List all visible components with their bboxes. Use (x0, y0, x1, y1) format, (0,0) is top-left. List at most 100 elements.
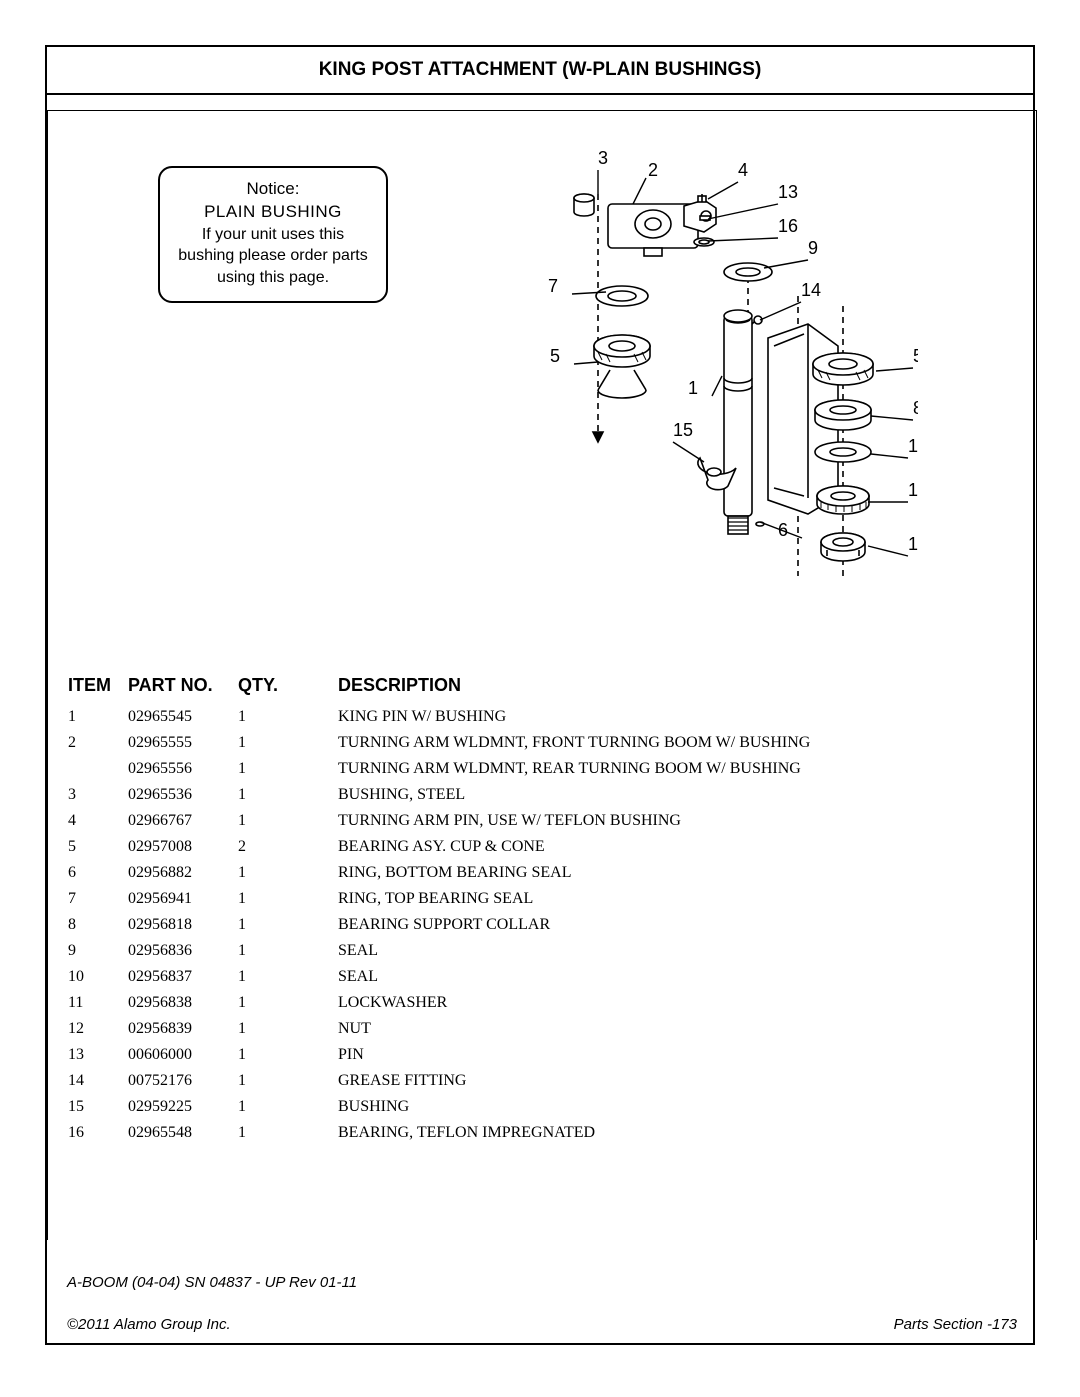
callout-label: 12 (908, 534, 918, 554)
table-cell (68, 756, 128, 782)
table-cell: 5 (68, 834, 128, 860)
table-row: 5029570082BEARING ASY. CUP & CONE (68, 834, 1008, 860)
table-cell: TURNING ARM WLDMNT, REAR TURNING BOOM W/… (338, 756, 1008, 782)
footer-copyright: ©2011 Alamo Group Inc. (67, 1316, 231, 1333)
callout-label: 15 (673, 420, 693, 440)
part-8-collar (815, 400, 871, 430)
table-cell: 6 (68, 860, 128, 886)
table-cell: 02957008 (128, 834, 238, 860)
part-16-bearing (694, 238, 714, 246)
table-row: 3029655361BUSHING, STEEL (68, 782, 1008, 808)
table-cell: 1 (238, 1042, 338, 1068)
notice-line1: Notice: (172, 178, 374, 201)
diagram-area: Notice: PLAIN BUSHING If your unit uses … (158, 166, 898, 636)
callout-label: 4 (738, 160, 748, 180)
footer-section: Parts Section -173 (894, 1316, 1017, 1333)
table-row: 7029569411RING, TOP BEARING SEAL (68, 886, 1008, 912)
callout-label: 13 (778, 182, 798, 202)
col-header-partno: PART NO. (128, 671, 238, 704)
page-frame: KING POST ATTACHMENT (W-PLAIN BUSHINGS) … (45, 45, 1035, 1345)
table-cell: 2 (68, 730, 128, 756)
table-cell: PIN (338, 1042, 1008, 1068)
notice-box: Notice: PLAIN BUSHING If your unit uses … (158, 166, 388, 303)
table-cell: 2 (238, 834, 338, 860)
callout-label: 5 (550, 346, 560, 366)
table-cell: 8 (68, 912, 128, 938)
table-cell: 02956941 (128, 886, 238, 912)
table-cell: 02965555 (128, 730, 238, 756)
table-cell: 4 (68, 808, 128, 834)
table-cell: 3 (68, 782, 128, 808)
part-7-ring (596, 286, 648, 306)
part-5-bearing-left (594, 335, 650, 367)
callout-label: 3 (598, 148, 608, 168)
table-cell: RING, BOTTOM BEARING SEAL (338, 860, 1008, 886)
table-cell: 1 (238, 860, 338, 886)
callout-label: 1 (688, 378, 698, 398)
table-cell: RING, TOP BEARING SEAL (338, 886, 1008, 912)
table-cell: 9 (68, 938, 128, 964)
table-cell: 02956839 (128, 1016, 238, 1042)
table-cell: TURNING ARM WLDMNT, FRONT TURNING BOOM W… (338, 730, 1008, 756)
table-cell: KING PIN W/ BUSHING (338, 704, 1008, 730)
table-cell: BUSHING, STEEL (338, 782, 1008, 808)
footer-bottom: ©2011 Alamo Group Inc. Parts Section -17… (67, 1316, 1017, 1333)
table-cell: 02956837 (128, 964, 238, 990)
notice-body: If your unit uses this bushing please or… (172, 224, 374, 289)
table-cell: 1 (238, 782, 338, 808)
callout-label: 5 (913, 346, 918, 366)
callout-label: 6 (778, 520, 788, 540)
table-row: 12029568391NUT (68, 1016, 1008, 1042)
table-cell: 1 (238, 990, 338, 1016)
col-header-item: ITEM (68, 671, 128, 704)
col-header-qty: QTY. (238, 671, 338, 704)
table-cell: 14 (68, 1068, 128, 1094)
table-cell: 00606000 (128, 1042, 238, 1068)
table-row: 2029655551TURNING ARM WLDMNT, FRONT TURN… (68, 730, 1008, 756)
table-cell: TURNING ARM PIN, USE W/ TEFLON BUSHING (338, 808, 1008, 834)
table-cell: 13 (68, 1042, 128, 1068)
table-row: 10029568371SEAL (68, 964, 1008, 990)
table-cell: 12 (68, 1016, 128, 1042)
table-cell: 7 (68, 886, 128, 912)
table-cell: 1 (238, 1094, 338, 1120)
table-cell: BEARING ASY. CUP & CONE (338, 834, 1008, 860)
table-row: 16029655481BEARING, TEFLON IMPREGNATED (68, 1120, 1008, 1146)
col-header-desc: DESCRIPTION (338, 671, 1008, 704)
table-cell: 1 (238, 756, 338, 782)
part-10-seal (815, 442, 871, 462)
part-9-seal (724, 263, 772, 281)
table-cell: 1 (238, 808, 338, 834)
table-cell: 02965556 (128, 756, 238, 782)
table-cell: LOCKWASHER (338, 990, 1008, 1016)
table-cell: 02965545 (128, 704, 238, 730)
table-cell: 1 (238, 964, 338, 990)
table-row: 14007521761GREASE FITTING (68, 1068, 1008, 1094)
callout-label: 14 (801, 280, 821, 300)
table-row: 9029568361SEAL (68, 938, 1008, 964)
inner-frame: Notice: PLAIN BUSHING If your unit uses … (47, 110, 1037, 1240)
table-cell: 1 (238, 704, 338, 730)
table-row: 15029592251BUSHING (68, 1094, 1008, 1120)
table-cell: SEAL (338, 938, 1008, 964)
table-cell: 1 (238, 938, 338, 964)
table-cell: 1 (238, 912, 338, 938)
part-3-bushing (574, 194, 594, 216)
table-cell: 02966767 (128, 808, 238, 834)
table-cell: 02965536 (128, 782, 238, 808)
callout-label: 7 (548, 276, 558, 296)
part-11-lockwasher (817, 486, 869, 514)
table-cell: 1 (238, 1016, 338, 1042)
callout-label: 10 (908, 436, 918, 456)
table-header-row: ITEM PART NO. QTY. DESCRIPTION (68, 671, 1008, 704)
part-5-bearing-right (813, 353, 873, 385)
table-cell: 02956838 (128, 990, 238, 1016)
callout-label: 9 (808, 238, 818, 258)
callout-label: 11 (908, 480, 918, 500)
part-4-pin (698, 194, 706, 202)
table-row: 8029568181BEARING SUPPORT COLLAR (68, 912, 1008, 938)
table-cell: 10 (68, 964, 128, 990)
callout-label: 16 (778, 216, 798, 236)
notice-line2: PLAIN BUSHING (172, 201, 374, 224)
table-row: 1029655451KING PIN W/ BUSHING (68, 704, 1008, 730)
